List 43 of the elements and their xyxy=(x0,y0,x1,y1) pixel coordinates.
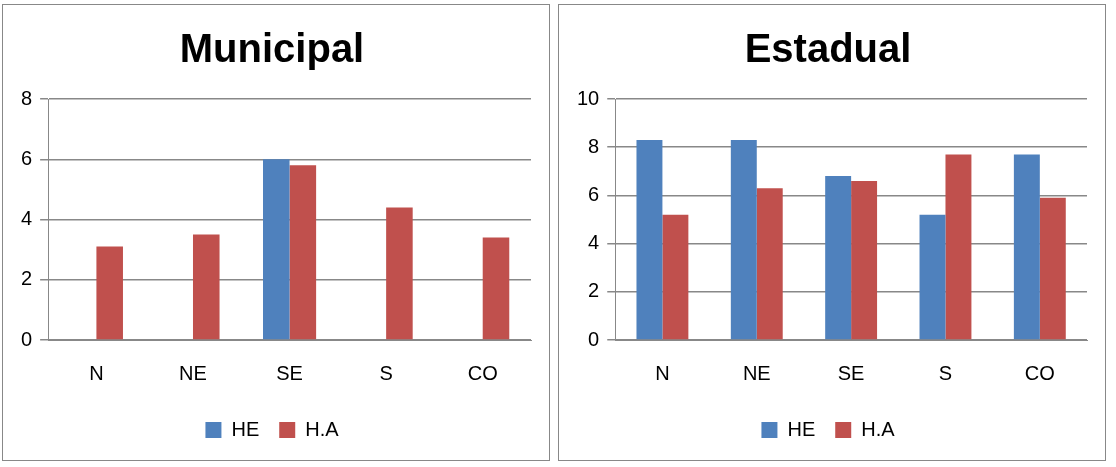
y-tick-label: 0 xyxy=(21,327,33,350)
bar xyxy=(825,176,852,340)
bar xyxy=(945,154,972,340)
x-tick-label: S xyxy=(938,361,953,384)
x-tick-label: CO xyxy=(1024,361,1055,384)
bar xyxy=(851,180,878,340)
legend-label: H.A xyxy=(861,417,896,440)
y-tick-label: 4 xyxy=(21,207,33,230)
chart-title: Estadual xyxy=(744,26,912,71)
x-tick-label: CO xyxy=(467,361,498,384)
bar xyxy=(919,214,946,340)
y-tick-label: 10 xyxy=(577,86,600,109)
x-tick-label: SE xyxy=(276,361,303,384)
bar xyxy=(386,207,413,340)
y-tick-label: 2 xyxy=(21,267,33,290)
legend-label: HE xyxy=(231,417,260,440)
x-tick-label: N xyxy=(655,361,670,384)
chart-title: Municipal xyxy=(179,26,365,71)
y-tick-label: 2 xyxy=(588,279,600,302)
bar xyxy=(730,139,757,340)
y-tick-label: 8 xyxy=(21,86,33,109)
bar xyxy=(482,237,510,340)
y-tick-label: 0 xyxy=(588,327,600,350)
bar xyxy=(289,165,317,340)
bar xyxy=(636,139,663,340)
bar xyxy=(263,159,290,340)
y-tick-label: 4 xyxy=(588,231,600,254)
x-tick-label: NE xyxy=(179,361,207,384)
x-tick-label: N xyxy=(89,361,104,384)
bar xyxy=(756,188,783,340)
bar xyxy=(662,214,689,340)
legend-label: HE xyxy=(787,417,816,440)
legend-label: H.A xyxy=(305,417,340,440)
bar xyxy=(96,246,123,340)
bar xyxy=(1013,154,1040,340)
x-tick-label: NE xyxy=(742,361,771,384)
bar xyxy=(192,234,220,340)
y-tick-label: 6 xyxy=(21,146,33,169)
y-tick-label: 6 xyxy=(588,182,600,205)
x-tick-label: SE xyxy=(837,361,865,384)
y-tick-label: 8 xyxy=(588,134,600,157)
bar xyxy=(1039,197,1066,340)
x-tick-label: S xyxy=(379,361,393,384)
